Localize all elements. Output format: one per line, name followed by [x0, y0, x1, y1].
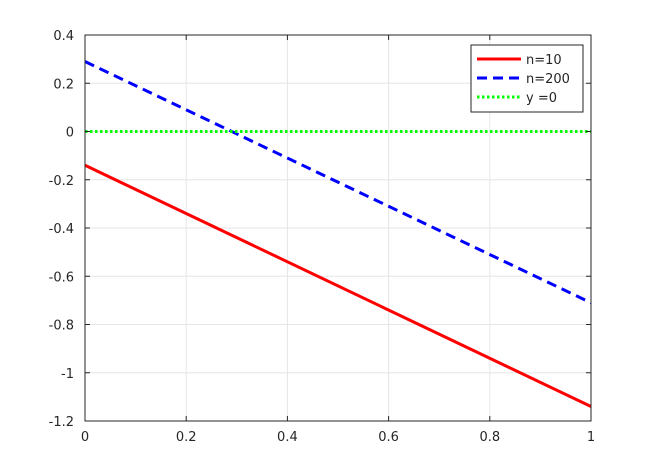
legend-label-2: n=200: [526, 72, 570, 87]
x-tick-label: 0.4: [277, 430, 298, 445]
legend-label-1: n=10: [526, 53, 562, 68]
legend-label-3: y =0: [526, 91, 557, 106]
y-tick-label: 0.2: [53, 77, 74, 92]
y-tick-label: -0.6: [49, 270, 74, 285]
y-tick-label: -1.2: [49, 415, 74, 430]
y-tick-label: -0.2: [49, 174, 74, 189]
series-line-2: [84, 60, 592, 305]
ticks: 0 0.2 0.4 0.6 0.8 1 -1.2 -1 -0.8 -0.6 -0.4 -0.2 0 0.2…: [49, 29, 596, 445]
y-tick-label: 0: [66, 126, 74, 141]
y-tick-label: -0.8: [49, 319, 74, 334]
y-tick-label: -1: [61, 367, 74, 382]
x-tick-label: 0.8: [479, 430, 500, 445]
legend-box: [470, 44, 584, 113]
legend[interactable]: n=10 n=200 y =0: [470, 44, 584, 113]
series-layer: [84, 60, 592, 408]
series-line-1: [84, 163, 592, 408]
x-tick-label: 0: [81, 430, 89, 445]
y-tick-label: -0.4: [49, 222, 74, 237]
y-tick-label: 0.4: [53, 29, 74, 44]
x-tick-label: 0.6: [378, 430, 399, 445]
x-tick-label: 1: [587, 430, 595, 445]
x-tick-label: 0.2: [176, 430, 197, 445]
